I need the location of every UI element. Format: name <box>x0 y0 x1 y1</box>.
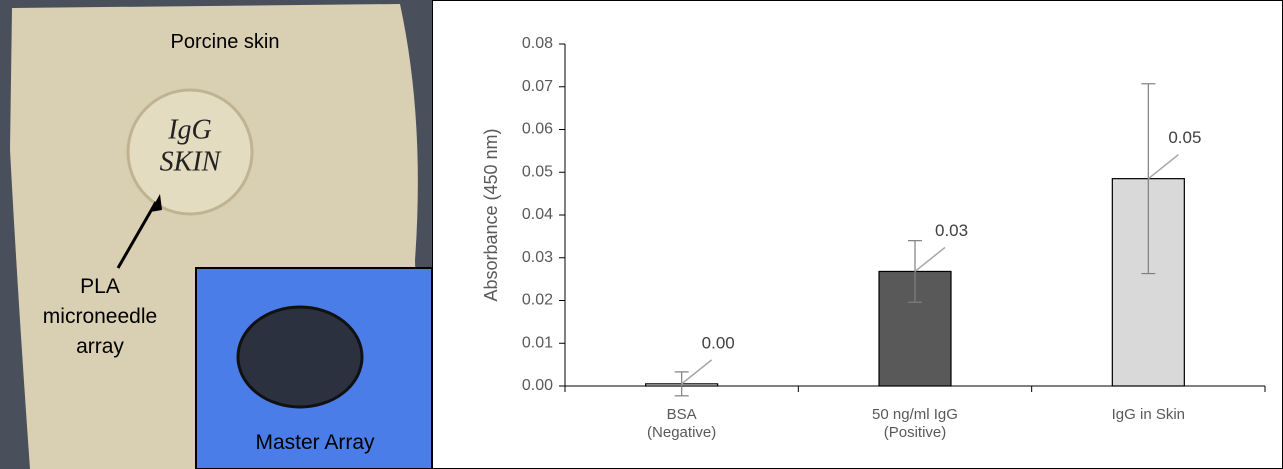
y-tick-label: 0.07 <box>522 78 553 95</box>
master-array <box>236 305 364 409</box>
handwriting: SKIN <box>160 146 222 177</box>
value-label: 0.03 <box>935 221 968 240</box>
photo: IgG SKIN Porcine skin PLA microneedle ar… <box>0 0 433 469</box>
handwriting: IgG <box>167 114 212 145</box>
x-tick-label: BSA (Negative) <box>647 406 717 441</box>
photo-label: Porcine skin <box>170 31 280 53</box>
y-tick-label: 0.06 <box>522 121 553 138</box>
disc <box>126 88 254 216</box>
x-label-box: IgG in Skin <box>1111 406 1186 423</box>
leader-line <box>681 359 713 385</box>
photo-label: PLA microneedle array <box>42 275 158 358</box>
x-tick-label: 50 ng/ml IgG (Positive) <box>872 406 958 441</box>
label-box: Porcine skin <box>170 31 280 53</box>
value-label: 0.00 <box>702 333 735 352</box>
arrow-head <box>150 194 162 212</box>
value-label: 0.05 <box>1168 128 1201 147</box>
y-tick-label: 0.08 <box>522 35 553 52</box>
y-tick-label: 0.02 <box>522 292 553 309</box>
y-tick-label: 0.00 <box>522 377 553 394</box>
x-label-box: BSA (Negative) <box>647 406 717 441</box>
leader-line <box>1147 154 1179 180</box>
leader-line <box>914 246 946 273</box>
y-axis-label: Absorbance (450 nm) <box>481 128 501 301</box>
y-tick-label: 0.04 <box>522 206 553 223</box>
y-tick-label: 0.03 <box>522 249 553 266</box>
x-tick-label: IgG in Skin <box>1111 406 1186 423</box>
label-box: PLA microneedle array <box>42 275 158 358</box>
x-label-box: 50 ng/ml IgG (Positive) <box>872 406 958 441</box>
y-tick-label: 0.01 <box>522 334 553 351</box>
arrow <box>116 201 158 269</box>
photo-label: Master Array <box>255 431 375 454</box>
y-tick-label: 0.05 <box>522 163 553 180</box>
label-box: Master Array <box>255 431 375 454</box>
